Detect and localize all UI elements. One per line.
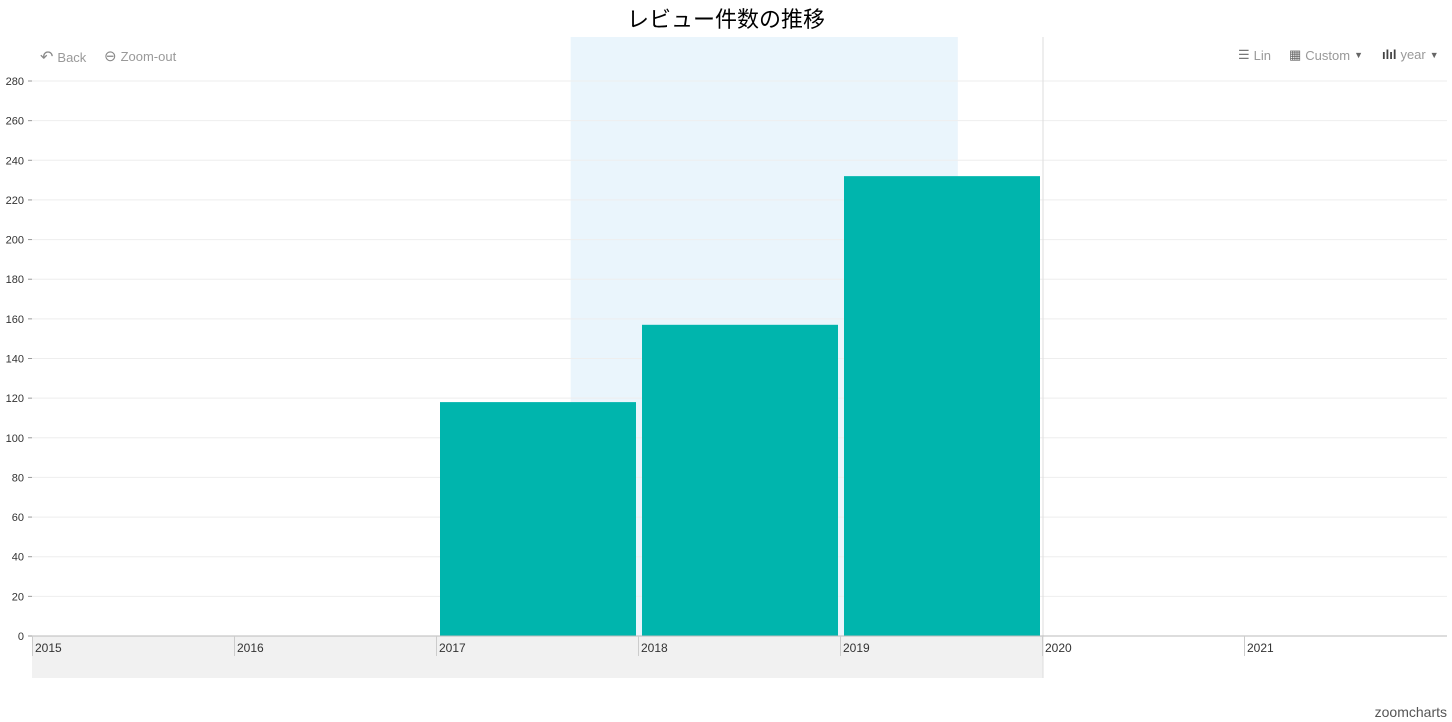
y-tick-label: 200	[6, 235, 24, 247]
bar-2017	[440, 402, 636, 636]
back-label: Back	[57, 49, 87, 65]
y-tick-label: 240	[6, 155, 24, 167]
chart-title: レビュー件数の推移	[626, 8, 825, 33]
zoom-out-button[interactable]: ⊖ Zoom-out	[104, 47, 176, 65]
unit-label: year	[1400, 47, 1426, 62]
x-tick-label: 2016	[237, 641, 264, 655]
back-arrow-icon: ↶	[40, 49, 54, 66]
y-tick-label: 100	[6, 433, 24, 445]
custom-dropdown[interactable]: ▦ Custom ▼	[1289, 47, 1363, 63]
x-tick-label: 2015	[35, 641, 62, 655]
x-tick-label: 2018	[641, 641, 668, 655]
x-tick-label: 2017	[439, 641, 466, 655]
bar-2019	[844, 176, 1040, 636]
back-button[interactable]: ↶ Back	[40, 47, 86, 67]
x-tick-label: 2021	[1247, 641, 1274, 655]
x-tick-label: 2020	[1045, 641, 1072, 655]
y-tick-label: 140	[6, 354, 24, 366]
scale-button[interactable]: ☰ Lin	[1238, 47, 1271, 63]
caret-down-icon: ▼	[1354, 50, 1364, 60]
caret-down-icon: ▼	[1429, 49, 1439, 60]
y-tick-label: 180	[6, 274, 24, 286]
y-tick-label: 280	[6, 76, 24, 88]
y-tick-label: 20	[12, 591, 24, 603]
y-tick-label: 60	[12, 512, 24, 524]
y-tick-label: 40	[12, 552, 24, 564]
list-icon: ☰	[1238, 47, 1250, 62]
zoom-out-label: Zoom-out	[120, 48, 177, 64]
custom-label: Custom	[1305, 47, 1351, 63]
bar-2018	[642, 324, 838, 636]
y-tick-label: 80	[12, 472, 24, 484]
calendar-icon: ▦	[1289, 47, 1302, 62]
y-tick-label: 0	[18, 631, 24, 643]
unit-dropdown[interactable]: ılıl year ▼	[1382, 47, 1439, 62]
y-tick-label: 220	[6, 195, 24, 207]
y-tick-label: 260	[6, 116, 24, 128]
time-range-strip	[32, 636, 1043, 678]
magnifier-minus-icon: ⊖	[104, 48, 117, 65]
y-tick-label: 120	[6, 393, 24, 405]
x-tick-label: 2019	[843, 641, 870, 655]
bar-chart-icon: ılıl	[1382, 47, 1397, 62]
y-tick-label: 160	[6, 314, 24, 326]
zoomcharts-logo: zoomcharts	[1374, 704, 1447, 720]
scale-label: Lin	[1253, 47, 1272, 63]
